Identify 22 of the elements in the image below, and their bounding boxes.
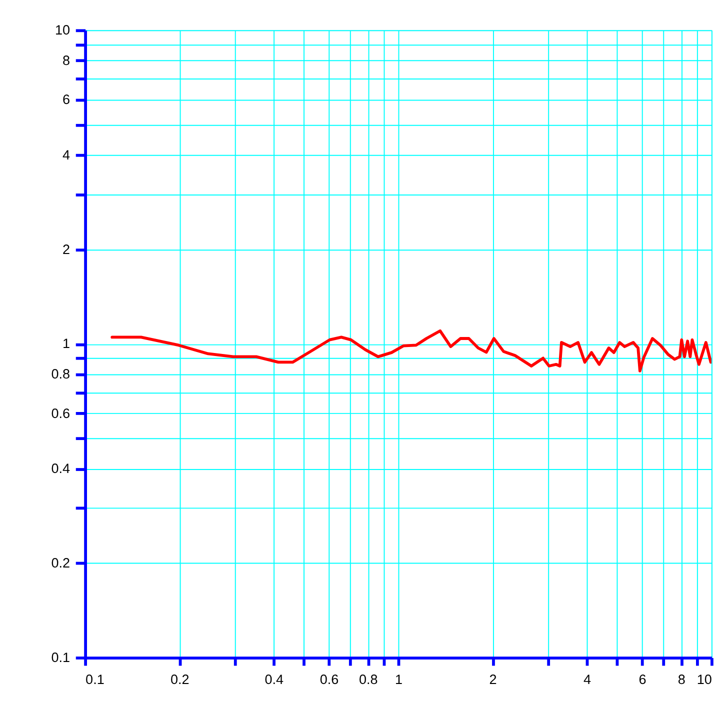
y-tick-label: 6: [62, 92, 70, 108]
y-tick-label: 0.2: [51, 555, 70, 570]
y-tick-label: 1: [62, 336, 70, 352]
x-tick-label: 1: [394, 672, 403, 688]
y-tick-label: 4: [62, 147, 71, 162]
y-tick-label: 0.8: [51, 366, 70, 382]
y-tick-label: 0.1: [51, 650, 70, 665]
x-tick-label: 0.2: [170, 672, 190, 688]
y-tick-label: 0.6: [51, 406, 70, 421]
x-tick-label: 0.6: [320, 672, 339, 688]
y-tick-label: 0.4: [51, 461, 71, 476]
y-tick-label: 2: [62, 242, 70, 257]
x-tick-label: 0.1: [86, 672, 104, 688]
x-tick-label: 4: [584, 672, 592, 688]
x-tick-label: 8: [678, 672, 686, 688]
y-tick-label: 8: [62, 52, 70, 68]
x-tick-label: 0.4: [264, 672, 284, 688]
x-tick-label: 2: [489, 672, 497, 688]
x-tick-label: 6: [638, 672, 646, 688]
y-tick-label: 10: [55, 22, 70, 38]
x-tick-label: 10: [696, 672, 712, 688]
x-tick-label: 0.8: [359, 672, 378, 688]
